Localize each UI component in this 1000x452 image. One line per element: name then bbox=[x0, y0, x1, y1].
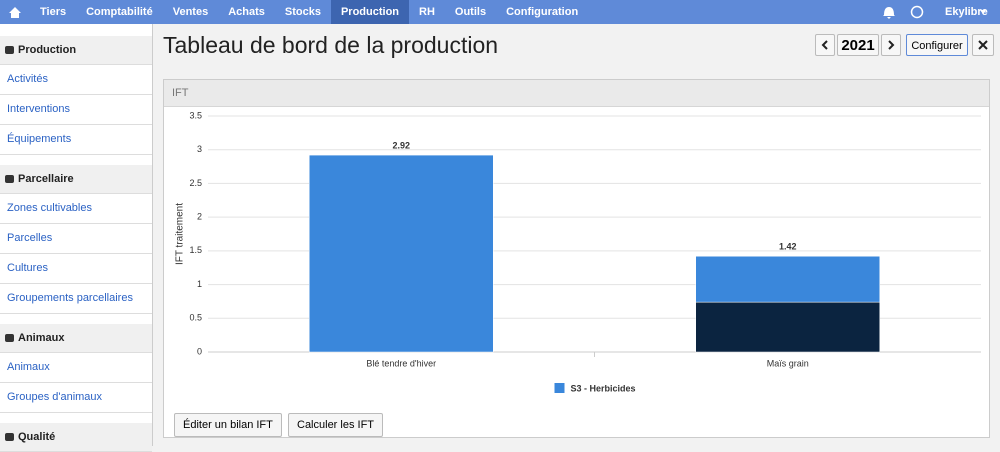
bar-segment bbox=[695, 256, 880, 303]
chevron bbox=[888, 40, 895, 50]
x-tick-label: Blé tendre d'hiver bbox=[366, 358, 436, 368]
sidebar-section: Production bbox=[0, 36, 152, 65]
next-year[interactable] bbox=[881, 34, 901, 56]
nav-item[interactable]: Ventes bbox=[172, 6, 209, 18]
sidebar-link[interactable]: Parcelles bbox=[0, 224, 152, 254]
sidebar-link[interactable]: Équipements bbox=[0, 125, 152, 155]
y-tick-label: 2 bbox=[197, 212, 202, 222]
bar-segment bbox=[695, 301, 880, 353]
ift-panel: IFT 0 0.5 1 1.5 2 2.5 3 3.5 IFT traitement Blé te… bbox=[163, 79, 990, 438]
sidebar-link[interactable]: Animaux bbox=[0, 353, 152, 383]
home-icon[interactable] bbox=[0, 0, 30, 24]
top-nav: Tiers Comptabilité Ventes Achats Stocks Produ… bbox=[0, 0, 1000, 24]
sidebar-link[interactable]: Zones cultivables bbox=[0, 194, 152, 224]
panel-button[interactable]: Calculer les IFT bbox=[288, 413, 384, 437]
expand-icon bbox=[978, 40, 988, 50]
nav-item[interactable]: Production bbox=[330, 0, 410, 24]
sidebar-link[interactable]: Interventions bbox=[0, 95, 152, 125]
prev-year[interactable] bbox=[815, 34, 835, 56]
section-icon bbox=[5, 175, 14, 183]
year: 2021 bbox=[837, 34, 879, 56]
nav-right-icons bbox=[883, 5, 986, 19]
sidebar-link[interactable]: Cultures bbox=[0, 254, 152, 284]
fullscreen-button[interactable] bbox=[972, 34, 994, 56]
y-tick-label: 1 bbox=[197, 279, 202, 289]
chart: 0 0.5 1 1.5 2 2.5 3 3.5 IFT traitement Blé tendre… bbox=[175, 110, 981, 393]
caret bbox=[980, 10, 986, 14]
section-icon bbox=[5, 433, 14, 441]
total-label: 2.92 bbox=[392, 140, 410, 150]
sidebar-section: Animaux bbox=[0, 324, 152, 353]
sidebar-section: Qualité bbox=[0, 423, 152, 452]
bar-segment bbox=[309, 154, 494, 353]
total-label: 1.42 bbox=[779, 242, 797, 252]
chevron bbox=[821, 40, 828, 50]
nav-item[interactable]: Comptabilité bbox=[86, 6, 153, 18]
section-icon bbox=[5, 334, 14, 342]
legend-label: S3 - Herbicides bbox=[571, 383, 636, 393]
panel-title: IFT bbox=[164, 80, 989, 107]
configure-button[interactable]: Configurer bbox=[906, 34, 968, 56]
x-tick-label: Maïs grain bbox=[767, 358, 809, 368]
y-tick-label: 0 bbox=[197, 346, 202, 356]
nav-item[interactable]: Configuration bbox=[506, 6, 579, 18]
nav-item[interactable]: RH bbox=[419, 6, 435, 18]
nav-item[interactable]: Outils bbox=[454, 6, 487, 18]
y-tick-label: 3 bbox=[197, 144, 202, 154]
sidebar-link[interactable]: Groupes d'animaux bbox=[0, 383, 152, 413]
y-tick-label: 2.5 bbox=[189, 178, 202, 188]
sidebar-link[interactable]: Groupements parcellaires bbox=[0, 284, 152, 314]
y-axis-label: IFT traitement bbox=[175, 203, 186, 265]
bell-icon[interactable] bbox=[883, 7, 895, 19]
sidebar: Production Activités Interventions Équipeme… bbox=[0, 24, 153, 452]
legend-swatch bbox=[554, 383, 565, 393]
nav-item[interactable]: Achats bbox=[228, 6, 265, 18]
user-menu[interactable]: Ekylibre bbox=[945, 6, 988, 18]
section-icon bbox=[5, 46, 14, 54]
y-tick-label: 1.5 bbox=[189, 245, 202, 255]
sidebar-section: Parcellaire bbox=[0, 165, 152, 194]
nav-item[interactable]: Tiers bbox=[40, 6, 67, 18]
page-title: Tableau de bord de la production bbox=[163, 32, 499, 58]
y-tick-label: 0.5 bbox=[189, 313, 202, 323]
nav-item[interactable]: Stocks bbox=[284, 6, 321, 18]
y-tick-label: 3.5 bbox=[189, 110, 202, 120]
panel-button[interactable]: Éditer un bilan IFT bbox=[174, 413, 282, 437]
globe-icon[interactable] bbox=[910, 5, 924, 19]
sidebar-link[interactable]: Activités bbox=[0, 65, 152, 95]
